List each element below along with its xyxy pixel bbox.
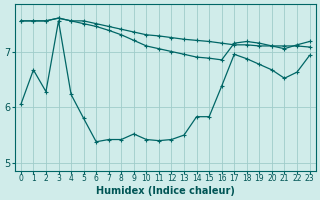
X-axis label: Humidex (Indice chaleur): Humidex (Indice chaleur) (96, 186, 235, 196)
